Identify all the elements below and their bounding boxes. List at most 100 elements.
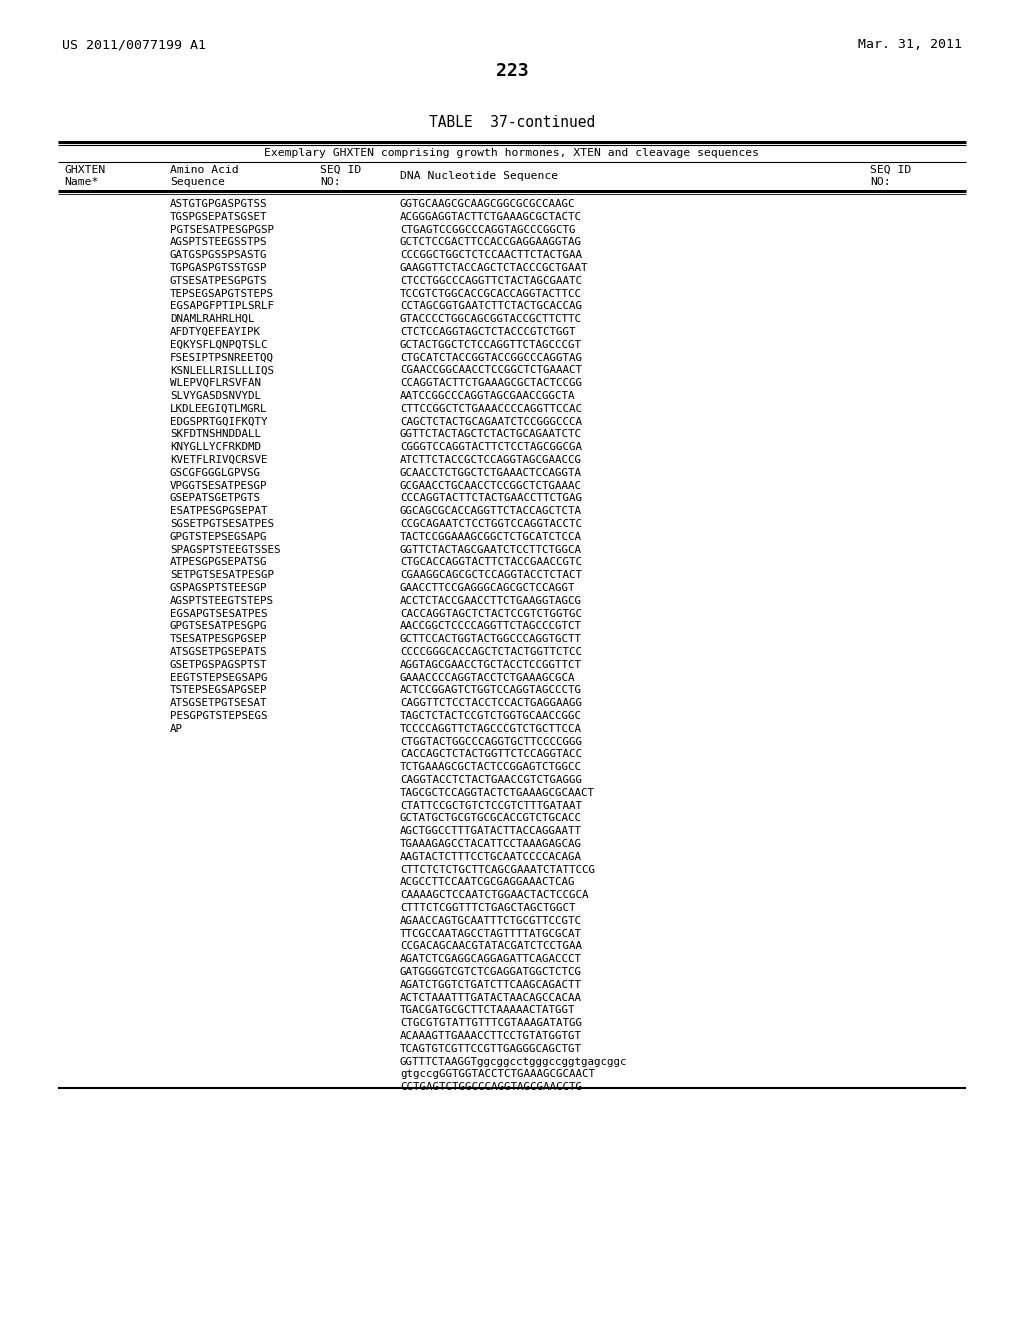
Text: SLVYGASDSNVYDL: SLVYGASDSNVYDL bbox=[170, 391, 261, 401]
Text: GGTTCTACTAGCGAATCTCCTTCTGGCA: GGTTCTACTAGCGAATCTCCTTCTGGCA bbox=[400, 545, 582, 554]
Text: CTCTCCAGGTAGCTCTACCCGTCTGGT: CTCTCCAGGTAGCTCTACCCGTCTGGT bbox=[400, 327, 575, 337]
Text: FSESIPTPSNREETQQ: FSESIPTPSNREETQQ bbox=[170, 352, 274, 363]
Text: ACGCCTTCCAATCGCGAGGAAACTCAG: ACGCCTTCCAATCGCGAGGAAACTCAG bbox=[400, 878, 575, 887]
Text: AAGTACTCTTTCCTGCAATCCCCACAGA: AAGTACTCTTTCCTGCAATCCCCACAGA bbox=[400, 851, 582, 862]
Text: TCCCCAGGTTCTAGCCCGTCTGCTTCCA: TCCCCAGGTTCTAGCCCGTCTGCTTCCA bbox=[400, 723, 582, 734]
Text: CCCAGGTACTTCTACTGAACCTTCTGAG: CCCAGGTACTTCTACTGAACCTTCTGAG bbox=[400, 494, 582, 503]
Text: EQKYSFLQNPQTSLC: EQKYSFLQNPQTSLC bbox=[170, 339, 267, 350]
Text: GCTCTCCGACTTCCACCGAGGAAGGTAG: GCTCTCCGACTTCCACCGAGGAAGGTAG bbox=[400, 238, 582, 247]
Text: Sequence: Sequence bbox=[170, 177, 225, 187]
Text: SEQ ID: SEQ ID bbox=[319, 165, 361, 176]
Text: PGTSESATPESGPGSP: PGTSESATPESGPGSP bbox=[170, 224, 274, 235]
Text: GSEPATSGETPGTS: GSEPATSGETPGTS bbox=[170, 494, 261, 503]
Text: TAGCTCTACTCCGTCTGGTGCAACCGGC: TAGCTCTACTCCGTCTGGTGCAACCGGC bbox=[400, 711, 582, 721]
Text: CTATTCCGCTGTCTCCGTCTTTGATAAT: CTATTCCGCTGTCTCCGTCTTTGATAAT bbox=[400, 801, 582, 810]
Text: ACGGGAGGTACTTCTGAAAGCGCTACTC: ACGGGAGGTACTTCTGAAAGCGCTACTC bbox=[400, 211, 582, 222]
Text: GGTTCTACTAGCTCTACTGCAGAATCTC: GGTTCTACTAGCTCTACTGCAGAATCTC bbox=[400, 429, 582, 440]
Text: SETPGTSESATPESGP: SETPGTSESATPESGP bbox=[170, 570, 274, 581]
Text: KNYGLLYCFRKDMD: KNYGLLYCFRKDMD bbox=[170, 442, 261, 453]
Text: SPAGSPTSTEEGTSSES: SPAGSPTSTEEGTSSES bbox=[170, 545, 281, 554]
Text: CGGGTCCAGGTACTTCTCCTAGCGGCGA: CGGGTCCAGGTACTTCTCCTAGCGGCGA bbox=[400, 442, 582, 453]
Text: KSNLELLRISLLLIQS: KSNLELLRISLLLIQS bbox=[170, 366, 274, 375]
Text: SEQ ID: SEQ ID bbox=[870, 165, 911, 176]
Text: US 2011/0077199 A1: US 2011/0077199 A1 bbox=[62, 38, 206, 51]
Text: GSETPGSPAGSPTST: GSETPGSPAGSPTST bbox=[170, 660, 267, 669]
Text: ACAAAGTTGAAACCTTCCTGTATGGTGT: ACAAAGTTGAAACCTTCCTGTATGGTGT bbox=[400, 1031, 582, 1041]
Text: GSCGFGGGLGPVSG: GSCGFGGGLGPVSG bbox=[170, 467, 261, 478]
Text: TEPSEGSAPGTSTEPS: TEPSEGSAPGTSTEPS bbox=[170, 289, 274, 298]
Text: GCAACCTCTGGCTCTGAAACTCCAGGTA: GCAACCTCTGGCTCTGAAACTCCAGGTA bbox=[400, 467, 582, 478]
Text: CCCGGCTGGCTCTCCAACTTCTACTGAA: CCCGGCTGGCTCTCCAACTTCTACTGAA bbox=[400, 251, 582, 260]
Text: GTACCCCTGGCAGCGGTACCGCTTCTTC: GTACCCCTGGCAGCGGTACCGCTTCTTC bbox=[400, 314, 582, 325]
Text: SKFDTNSHNDDALL: SKFDTNSHNDDALL bbox=[170, 429, 261, 440]
Text: AGATCTCGAGGCAGGAGATTCAGACCCT: AGATCTCGAGGCAGGAGATTCAGACCCT bbox=[400, 954, 582, 964]
Text: EGSAPGFPTIPLSRLF: EGSAPGFPTIPLSRLF bbox=[170, 301, 274, 312]
Text: WLEPVQFLRSVFAN: WLEPVQFLRSVFAN bbox=[170, 379, 261, 388]
Text: CTTTCTCGGTTTCTGAGCTAGCTGGCT: CTTTCTCGGTTTCTGAGCTAGCTGGCT bbox=[400, 903, 575, 913]
Text: PESGPGTSTEPSEGS: PESGPGTSTEPSEGS bbox=[170, 711, 267, 721]
Text: GCTTCCACTGGTACTGGCCCAGGTGCTT: GCTTCCACTGGTACTGGCCCAGGTGCTT bbox=[400, 634, 582, 644]
Text: ATSGSETPGTSESAT: ATSGSETPGTSESAT bbox=[170, 698, 267, 709]
Text: AGSPTSTEEGSSTPS: AGSPTSTEEGSSTPS bbox=[170, 238, 267, 247]
Text: NO:: NO: bbox=[870, 177, 891, 187]
Text: gtgccgGGTGGTACCTCTGAAAGCGCAACT: gtgccgGGTGGTACCTCTGAAAGCGCAACT bbox=[400, 1069, 595, 1080]
Text: AP: AP bbox=[170, 723, 183, 734]
Text: CAGGTTCTCCTACCTCCACTGAGGAAGG: CAGGTTCTCCTACCTCCACTGAGGAAGG bbox=[400, 698, 582, 709]
Text: EGSAPGTSESATPES: EGSAPGTSESATPES bbox=[170, 609, 267, 619]
Text: GSPAGSPTSTEESGP: GSPAGSPTSTEESGP bbox=[170, 583, 267, 593]
Text: Mar. 31, 2011: Mar. 31, 2011 bbox=[858, 38, 962, 51]
Text: TCAGTGTCGTTCCGTTGAGGGCAGCTGT: TCAGTGTCGTTCCGTTGAGGGCAGCTGT bbox=[400, 1044, 582, 1053]
Text: CAAAAGCTCCAATCTGGAACTACTCCGCA: CAAAAGCTCCAATCTGGAACTACTCCGCA bbox=[400, 890, 589, 900]
Text: CTTCTCTCTGCTTCAGCGAAATCTATTCCG: CTTCTCTCTGCTTCAGCGAAATCTATTCCG bbox=[400, 865, 595, 875]
Text: TCCGTCTGGCACCGCACCAGGTACTTCC: TCCGTCTGGCACCGCACCAGGTACTTCC bbox=[400, 289, 582, 298]
Text: CTGGTACTGGCCCAGGTGCTTCCCCGGG: CTGGTACTGGCCCAGGTGCTTCCCCGGG bbox=[400, 737, 582, 747]
Text: GGTGCAAGCGCAAGCGGCGCGCCAAGC: GGTGCAAGCGCAAGCGGCGCGCCAAGC bbox=[400, 199, 575, 209]
Text: CCTAGCGGTGAATCTTCTACTGCACCAG: CCTAGCGGTGAATCTTCTACTGCACCAG bbox=[400, 301, 582, 312]
Text: AGSPTSTEEGTSTEPS: AGSPTSTEEGTSTEPS bbox=[170, 595, 274, 606]
Text: AACCGGCTCCCCAGGTTCTAGCCCGTCT: AACCGGCTCCCCAGGTTCTAGCCCGTCT bbox=[400, 622, 582, 631]
Text: Exemplary GHXTEN comprising growth hormones, XTEN and cleavage sequences: Exemplary GHXTEN comprising growth hormo… bbox=[264, 148, 760, 158]
Text: ATPESGPGSEPATSG: ATPESGPGSEPATSG bbox=[170, 557, 267, 568]
Text: ATCTTCTACCGCTCCAGGTAGCGAACCG: ATCTTCTACCGCTCCAGGTAGCGAACCG bbox=[400, 455, 582, 465]
Text: KVETFLRIVQCRSVE: KVETFLRIVQCRSVE bbox=[170, 455, 267, 465]
Text: CTGAGTCCGGCCCAGGTAGCCCGGCTG: CTGAGTCCGGCCCAGGTAGCCCGGCTG bbox=[400, 224, 575, 235]
Text: GAACCTTCCGAGGGCAGCGCTCCAGGT: GAACCTTCCGAGGGCAGCGCTCCAGGT bbox=[400, 583, 575, 593]
Text: GCGAACCTGCAACCTCCGGCTCTGAAAC: GCGAACCTGCAACCTCCGGCTCTGAAAC bbox=[400, 480, 582, 491]
Text: NO:: NO: bbox=[319, 177, 341, 187]
Text: VPGGTSESATPESGP: VPGGTSESATPESGP bbox=[170, 480, 267, 491]
Text: TGPGASPGTSSTGSP: TGPGASPGTSSTGSP bbox=[170, 263, 267, 273]
Text: ASTGTGPGASPGTSS: ASTGTGPGASPGTSS bbox=[170, 199, 267, 209]
Text: TCTGAAAGCGCTACTCCGGAGTCTGGCC: TCTGAAAGCGCTACTCCGGAGTCTGGCC bbox=[400, 762, 582, 772]
Text: CACCAGGTAGCTCTACTCCGTCTGGTGC: CACCAGGTAGCTCTACTCCGTCTGGTGC bbox=[400, 609, 582, 619]
Text: CCGCAGAATCTCCTGGTCCAGGTACCTC: CCGCAGAATCTCCTGGTCCAGGTACCTC bbox=[400, 519, 582, 529]
Text: CACCAGCTCTACTGGTTCTCCAGGTACC: CACCAGCTCTACTGGTTCTCCAGGTACC bbox=[400, 750, 582, 759]
Text: AFDTYQEFEAYIPK: AFDTYQEFEAYIPK bbox=[170, 327, 261, 337]
Text: CAGCTCTACTGCAGAATCTCCGGGCCCA: CAGCTCTACTGCAGAATCTCCGGGCCCA bbox=[400, 417, 582, 426]
Text: CCTGAGTCTGGCCCAGGTAGCGAACCTG: CCTGAGTCTGGCCCAGGTAGCGAACCTG bbox=[400, 1082, 582, 1092]
Text: CGAACCGGCAACCTCCGGCTCTGAAACT: CGAACCGGCAACCTCCGGCTCTGAAACT bbox=[400, 366, 582, 375]
Text: GPGTSESATPESGPG: GPGTSESATPESGPG bbox=[170, 622, 267, 631]
Text: AGCTGGCCTTTGATACTTACCAGGAATT: AGCTGGCCTTTGATACTTACCAGGAATT bbox=[400, 826, 582, 836]
Text: GAAGGTTCTACCAGCTCTACCCGCTGAAT: GAAGGTTCTACCAGCTCTACCCGCTGAAT bbox=[400, 263, 589, 273]
Text: GGTTTCTAAGGTggcggcctgggccggtgagcggc: GGTTTCTAAGGTggcggcctgggccggtgagcggc bbox=[400, 1056, 628, 1067]
Text: CAGGTACCTCTACTGAACCGTCTGAGGG: CAGGTACCTCTACTGAACCGTCTGAGGG bbox=[400, 775, 582, 785]
Text: TTCGCCAATAGCCTAGTTTTATGCGCAT: TTCGCCAATAGCCTAGTTTTATGCGCAT bbox=[400, 928, 582, 939]
Text: CTTCCGGCTCTGAAACCCCAGGTTCCAC: CTTCCGGCTCTGAAACCCCAGGTTCCAC bbox=[400, 404, 582, 413]
Text: GCTATGCTGCGTGCGCACCGTCTGCACC: GCTATGCTGCGTGCGCACCGTCTGCACC bbox=[400, 813, 582, 824]
Text: CTCCTGGCCCAGGTTCTACTAGCGAATC: CTCCTGGCCCAGGTTCTACTAGCGAATC bbox=[400, 276, 582, 286]
Text: CCAGGTACTTCTGAAAGCGCTACTCCGG: CCAGGTACTTCTGAAAGCGCTACTCCGG bbox=[400, 379, 582, 388]
Text: CCGACAGCAACGTATACGATCTCCTGAA: CCGACAGCAACGTATACGATCTCCTGAA bbox=[400, 941, 582, 952]
Text: GHXTEN: GHXTEN bbox=[63, 165, 105, 176]
Text: ATSGSETPGSEPATS: ATSGSETPGSEPATS bbox=[170, 647, 267, 657]
Text: GATGGGGTCGTCTCGAGGATGGCTCTCG: GATGGGGTCGTCTCGAGGATGGCTCTCG bbox=[400, 968, 582, 977]
Text: DNAMLRAHRLHQL: DNAMLRAHRLHQL bbox=[170, 314, 255, 325]
Text: Amino Acid: Amino Acid bbox=[170, 165, 239, 176]
Text: EDGSPRTGQIFKQTY: EDGSPRTGQIFKQTY bbox=[170, 417, 267, 426]
Text: TGACGATGCGCTTCTAAAAACTATGGT: TGACGATGCGCTTCTAAAAACTATGGT bbox=[400, 1006, 575, 1015]
Text: DNA Nucleotide Sequence: DNA Nucleotide Sequence bbox=[400, 172, 558, 181]
Text: 223: 223 bbox=[496, 62, 528, 81]
Text: CTGCACCAGGTACTTCTACCGAACCGTC: CTGCACCAGGTACTTCTACCGAACCGTC bbox=[400, 557, 582, 568]
Text: TSESATPESGPGSEP: TSESATPESGPGSEP bbox=[170, 634, 267, 644]
Text: TGAAAGAGCCTACATTCCTAAAGAGCAG: TGAAAGAGCCTACATTCCTAAAGAGCAG bbox=[400, 840, 582, 849]
Text: AGAACCAGTGCAATTTCTGCGTTCCGTC: AGAACCAGTGCAATTTCTGCGTTCCGTC bbox=[400, 916, 582, 925]
